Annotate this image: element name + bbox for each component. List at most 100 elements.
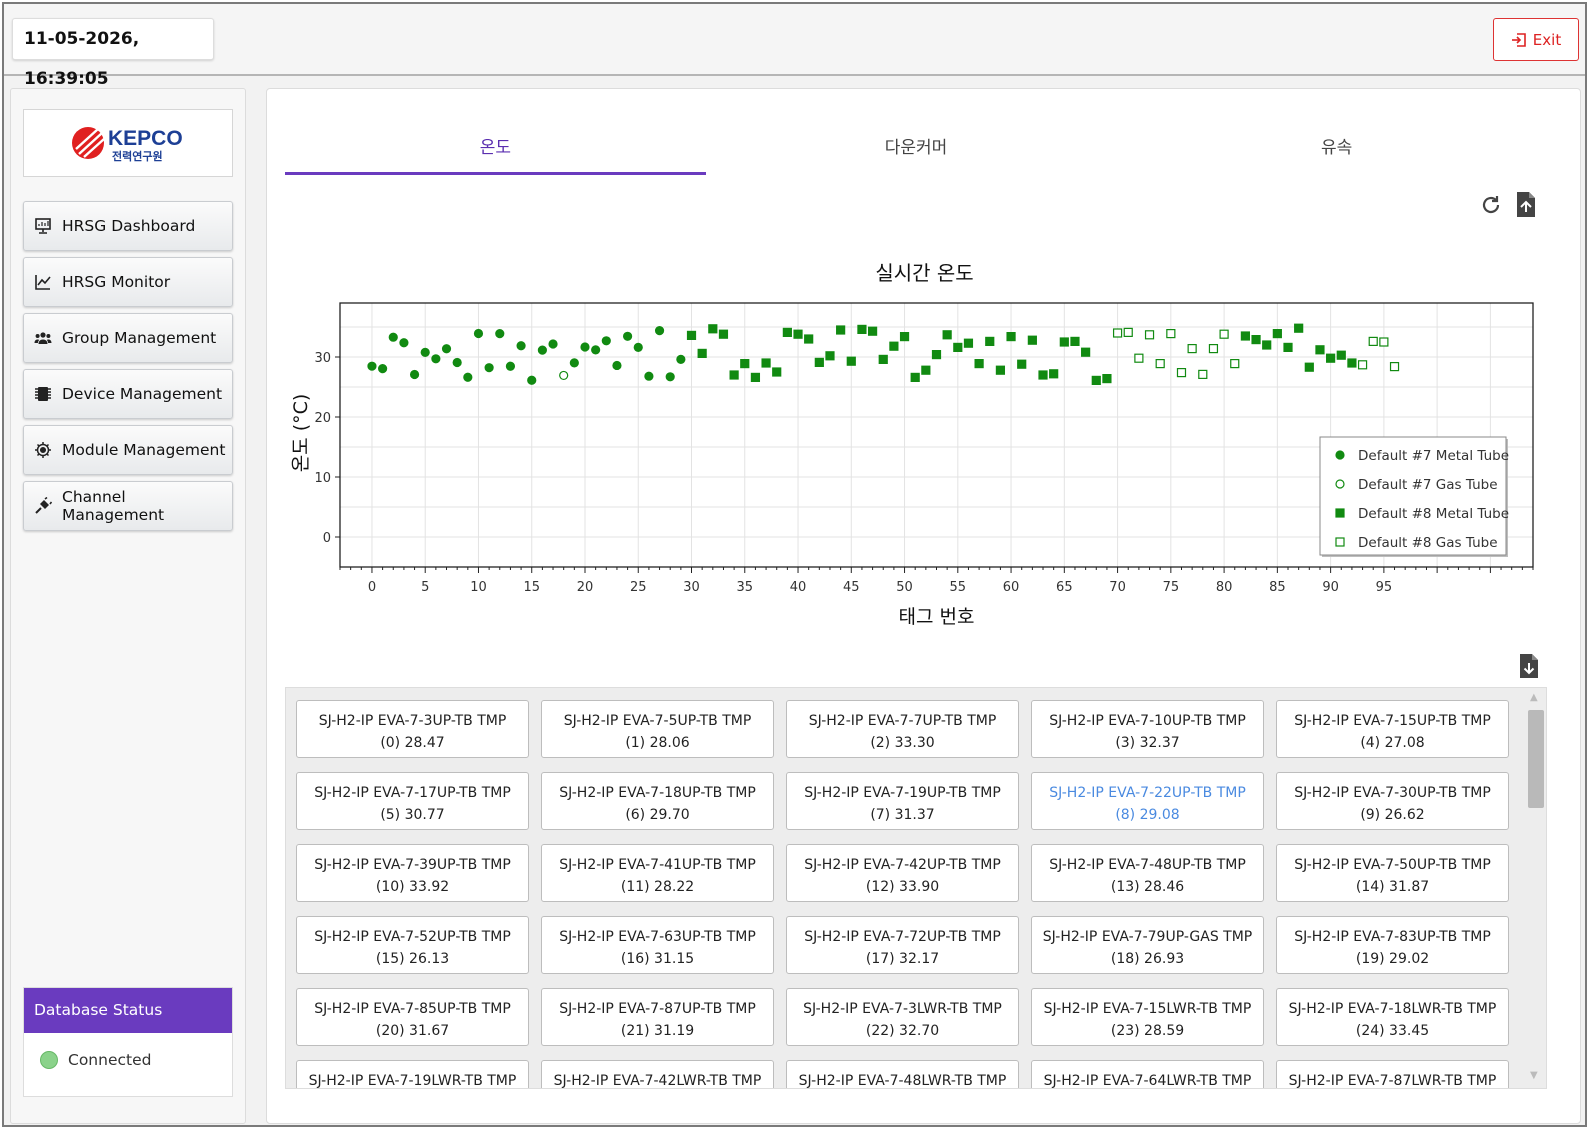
logo-text-kr: 전력연구원 [112,149,163,163]
data-point [1027,335,1037,345]
tag-name: SJ-H2-IP EVA-7-85UP-TB TMP [314,1001,511,1017]
data-point [612,360,622,371]
tag-name: SJ-H2-IP EVA-7-50UP-TB TMP [1294,857,1491,873]
x-tick-label: 70 [1109,580,1126,595]
y-tick-label: 0 [323,531,331,546]
data-point [1315,345,1325,355]
tag-card[interactable]: SJ-H2-IP EVA-7-19LWR-TB TMP [296,1060,529,1089]
data-point [1038,370,1048,380]
tag-list-scrollbar[interactable]: ▲ ▼ [1526,688,1546,1088]
tag-card[interactable]: SJ-H2-IP EVA-7-18LWR-TB TMP (24) 33.45 [1276,988,1509,1046]
nav-hrsg-dashboard[interactable]: HRSG Dashboard [23,201,233,251]
nav-label: Group Management [62,329,217,347]
nav-label: HRSG Monitor [62,273,171,291]
tab-temperature[interactable]: 온도 [285,119,706,175]
tag-card[interactable]: SJ-H2-IP EVA-7-17UP-TB TMP (5) 30.77 [296,772,529,830]
tag-card[interactable]: SJ-H2-IP EVA-7-48LWR-TB TMP [786,1060,1019,1089]
tag-card[interactable]: SJ-H2-IP EVA-7-22UP-TB TMP (8) 29.08 [1031,772,1264,830]
x-tick-label: 15 [523,580,540,595]
tag-card[interactable]: SJ-H2-IP EVA-7-3LWR-TB TMP (22) 32.70 [786,988,1019,1046]
line-chart-icon [35,275,51,290]
x-tick-label: 50 [896,580,913,595]
data-point [899,331,910,342]
tag-card[interactable]: SJ-H2-IP EVA-7-18UP-TB TMP (6) 29.70 [541,772,774,830]
data-point [1123,327,1133,338]
tag-card[interactable]: SJ-H2-IP EVA-7-87LWR-TB TMP [1276,1060,1509,1088]
data-point [686,330,697,341]
tag-card[interactable]: SJ-H2-IP EVA-7-5UP-TB TMP (1) 28.06 [541,700,774,758]
nav-device-management[interactable]: Device Management [23,369,233,419]
data-point [591,345,601,355]
tag-card[interactable]: SJ-H2-IP EVA-7-19UP-TB TMP (7) 31.37 [786,772,1019,830]
tag-card[interactable]: SJ-H2-IP EVA-7-64LWR-TB TMP [1031,1060,1264,1088]
x-tick-label: 60 [1003,580,1020,595]
tag-card[interactable]: SJ-H2-IP EVA-7-52UP-TB TMP (15) 26.13 [296,916,529,974]
tag-card[interactable]: SJ-H2-IP EVA-7-15LWR-TB TMP (23) 28.59 [1031,988,1264,1046]
scrollbar-thumb[interactable] [1528,710,1544,808]
tag-name: SJ-H2-IP EVA-7-48LWR-TB TMP [798,1073,1007,1089]
data-point [814,357,824,368]
tag-card[interactable]: SJ-H2-IP EVA-7-72UP-TB TMP (17) 32.17 [786,916,1019,974]
nav-label: Channel Management [62,488,165,524]
download-tags-button[interactable] [1519,653,1539,683]
tag-card[interactable]: SJ-H2-IP EVA-7-15UP-TB TMP (4) 27.08 [1276,700,1509,758]
scroll-down-icon[interactable]: ▼ [1530,1070,1538,1081]
tag-card[interactable]: SJ-H2-IP EVA-7-83UP-TB TMP (19) 29.02 [1276,916,1509,974]
tag-name: SJ-H2-IP EVA-7-7UP-TB TMP [808,713,997,729]
tag-value: (7) 31.37 [870,807,935,823]
nav-channel-management[interactable]: Channel Management [23,481,233,531]
tag-value: (15) 26.13 [375,951,450,967]
tab-flow-velocity[interactable]: 유속 [1321,138,1353,158]
tag-name: SJ-H2-IP EVA-7-52UP-TB TMP [314,929,511,945]
tag-value: (6) 29.70 [625,807,690,823]
export-chart-button[interactable] [1515,191,1537,222]
data-point [793,329,803,339]
data-point [633,342,643,353]
export-file-icon [1517,192,1535,217]
nav-module-management[interactable]: Module Management [23,425,233,475]
x-tick-label: 30 [683,580,700,595]
data-point [889,341,899,351]
tag-name: SJ-H2-IP EVA-7-79UP-GAS TMP [1042,929,1253,945]
temperature-chart: 0 5 10 15 20 25 30 35 40 45 50 55 60 65 70 75 80 85 90 95 0 1… [290,302,1534,628]
exit-button[interactable]: Exit [1493,18,1579,61]
tag-card[interactable]: SJ-H2-IP EVA-7-50UP-TB TMP (14) 31.87 [1276,844,1509,902]
nav-hrsg-monitor[interactable]: HRSG Monitor [23,257,233,307]
refresh-icon [1482,196,1500,214]
status-indicator [40,1051,58,1069]
tag-card[interactable]: SJ-H2-IP EVA-7-7UP-TB TMP (2) 33.30 [786,700,1019,758]
tag-card[interactable]: SJ-H2-IP EVA-7-39UP-TB TMP (10) 33.92 [296,844,529,902]
tag-card[interactable]: SJ-H2-IP EVA-7-87UP-TB TMP (21) 31.19 [541,988,774,1046]
nav-group-management[interactable]: Group Management [23,313,233,363]
tag-value: (8) 29.08 [1115,807,1180,823]
tag-card[interactable]: SJ-H2-IP EVA-7-48UP-TB TMP (13) 28.46 [1031,844,1264,902]
data-point [740,358,750,369]
tag-card[interactable]: SJ-H2-IP EVA-7-10UP-TB TMP (3) 32.37 [1031,700,1264,758]
x-tick-label: 0 [368,580,376,595]
tag-name: SJ-H2-IP EVA-7-48UP-TB TMP [1049,857,1246,873]
tag-name: SJ-H2-IP EVA-7-19LWR-TB TMP [308,1073,517,1089]
tag-card[interactable]: SJ-H2-IP EVA-7-3UP-TB TMP (0) 28.47 [296,700,529,758]
tab-downcomer[interactable]: 다운커머 [884,138,948,158]
scroll-up-icon[interactable]: ▲ [1530,692,1538,703]
datetime-display: 11-05-2026, 16:39:05 [12,18,214,89]
x-tick-label: 5 [421,580,429,595]
tag-card[interactable]: SJ-H2-IP EVA-7-41UP-TB TMP (11) 28.22 [541,844,774,902]
x-tick-label: 45 [843,580,860,595]
tag-value: (20) 31.67 [375,1023,450,1039]
data-point [931,349,942,360]
refresh-button[interactable] [1479,193,1503,221]
data-point [580,342,590,352]
data-point [367,361,377,371]
tag-card[interactable]: SJ-H2-IP EVA-7-63UP-TB TMP (16) 31.15 [541,916,774,974]
legend-label: Default #8 Metal Tube [1358,506,1509,522]
x-tick-label: 85 [1269,580,1286,595]
tag-card[interactable]: SJ-H2-IP EVA-7-79UP-GAS TMP (18) 26.93 [1031,916,1264,974]
legend-label: Default #7 Metal Tube [1358,448,1509,464]
tag-card[interactable]: SJ-H2-IP EVA-7-30UP-TB TMP (9) 26.62 [1276,772,1509,830]
data-point [782,327,792,338]
tag-card[interactable]: SJ-H2-IP EVA-7-85UP-TB TMP (20) 31.67 [296,988,529,1046]
data-point [697,348,707,359]
tag-card[interactable]: SJ-H2-IP EVA-7-42UP-TB TMP (12) 33.90 [786,844,1019,902]
tag-card[interactable]: SJ-H2-IP EVA-7-42LWR-TB TMP [541,1060,774,1088]
